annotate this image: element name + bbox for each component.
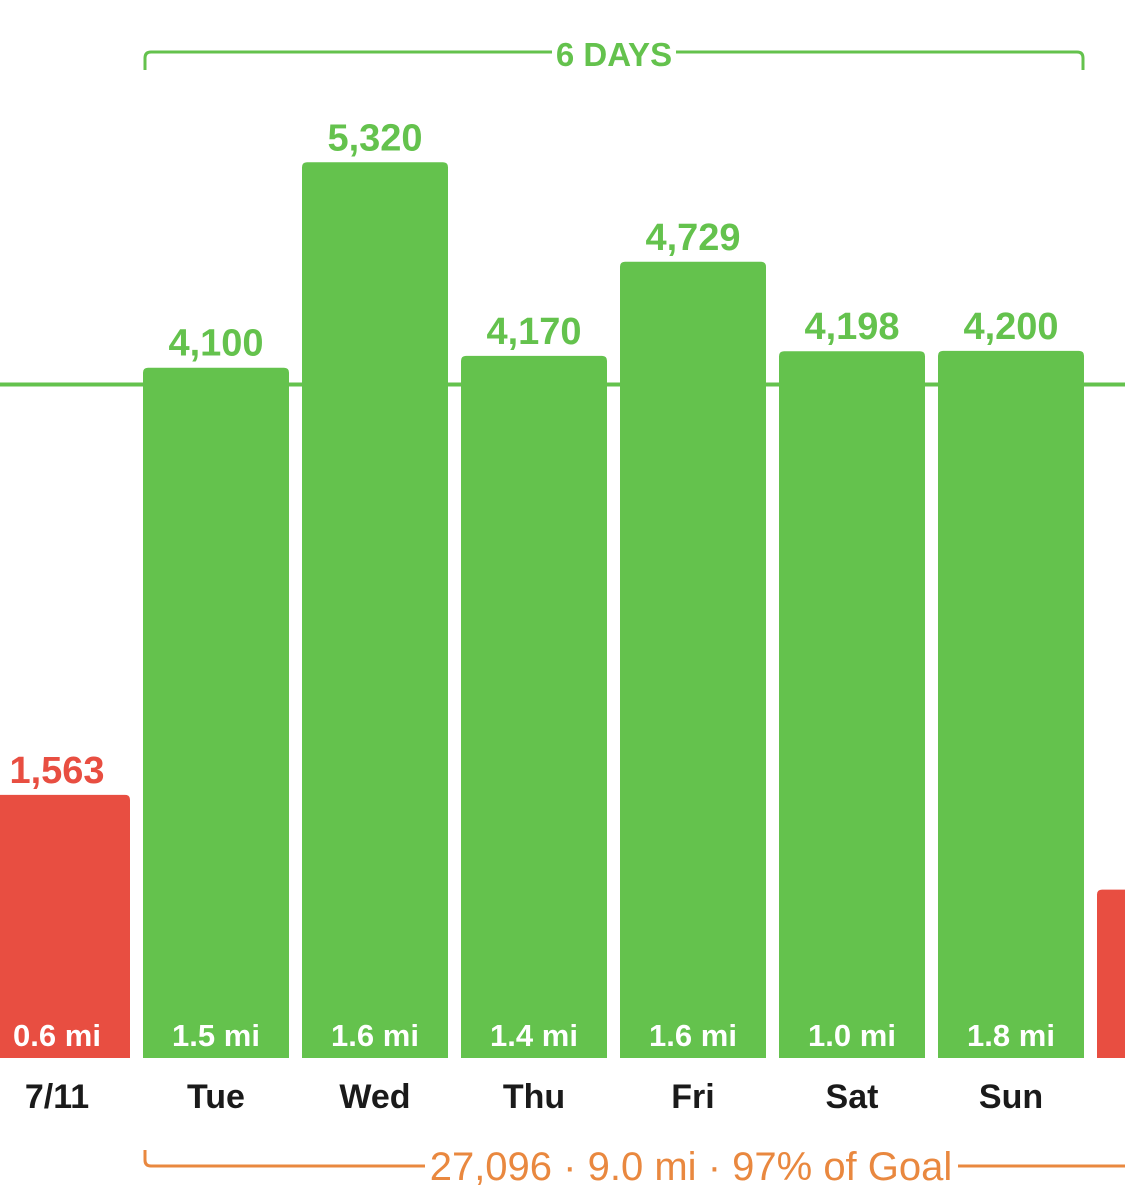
value-label-7-11: 1,563 <box>9 750 104 792</box>
summary-bracket-left <box>143 1150 425 1168</box>
bar-tue[interactable] <box>143 367 289 1058</box>
bar-fri[interactable] <box>620 261 766 1058</box>
bar-wed[interactable] <box>302 162 448 1059</box>
summary-text: 27,096 · 9.0 mi · 97% of Goal <box>430 1145 953 1189</box>
distance-label-fri: 1.6 mi <box>649 1018 737 1053</box>
bar-next[interactable] <box>1097 889 1125 1058</box>
summary-goal-percent: 97% of Goal <box>732 1145 952 1189</box>
summary-separator: · <box>563 1145 576 1189</box>
summary-separator: · <box>708 1145 721 1189</box>
value-label-wed: 5,320 <box>327 117 422 159</box>
bar-sun[interactable] <box>938 350 1084 1058</box>
streak-bracket: 6 DAYS <box>143 36 1085 73</box>
streak-bracket-right <box>676 50 1085 70</box>
bars-layer: 1,563 0.6 mi 7/11 4,100 1.5 mi Tue 5,320 1.6 mi… <box>0 117 1125 1116</box>
day-label-sun: Sun <box>979 1078 1043 1116</box>
bar-7-11[interactable] <box>0 794 130 1058</box>
streak-label: 6 DAYS <box>556 36 672 73</box>
value-label-tue: 4,100 <box>168 323 263 365</box>
value-label-sat: 4,198 <box>804 306 899 348</box>
distance-label-sun: 1.8 mi <box>967 1018 1055 1053</box>
streak-bracket-left <box>143 50 552 70</box>
day-label-7-11: 7/11 <box>25 1078 89 1116</box>
day-label-tue: Tue <box>187 1078 245 1116</box>
distance-label-thu: 1.4 mi <box>490 1018 578 1053</box>
distance-label-sat: 1.0 mi <box>808 1018 896 1053</box>
value-label-sun: 4,200 <box>963 306 1058 348</box>
day-label-wed: Wed <box>339 1078 410 1116</box>
bar-thu[interactable] <box>461 355 607 1058</box>
summary-steps: 27,096 <box>430 1145 552 1189</box>
day-label-fri: Fri <box>671 1078 714 1116</box>
value-label-fri: 4,729 <box>645 217 740 259</box>
summary-bracket: 27,096 · 9.0 mi · 97% of Goal <box>143 1145 1125 1189</box>
summary-distance: 9.0 mi <box>588 1145 697 1189</box>
distance-label-7-11: 0.6 mi <box>13 1018 101 1053</box>
distance-label-wed: 1.6 mi <box>331 1018 419 1053</box>
day-label-thu: Thu <box>503 1078 565 1116</box>
distance-label-tue: 1.5 mi <box>172 1018 260 1053</box>
day-label-sat: Sat <box>826 1078 879 1116</box>
bar-sat[interactable] <box>779 351 925 1058</box>
value-label-thu: 4,170 <box>486 311 581 353</box>
